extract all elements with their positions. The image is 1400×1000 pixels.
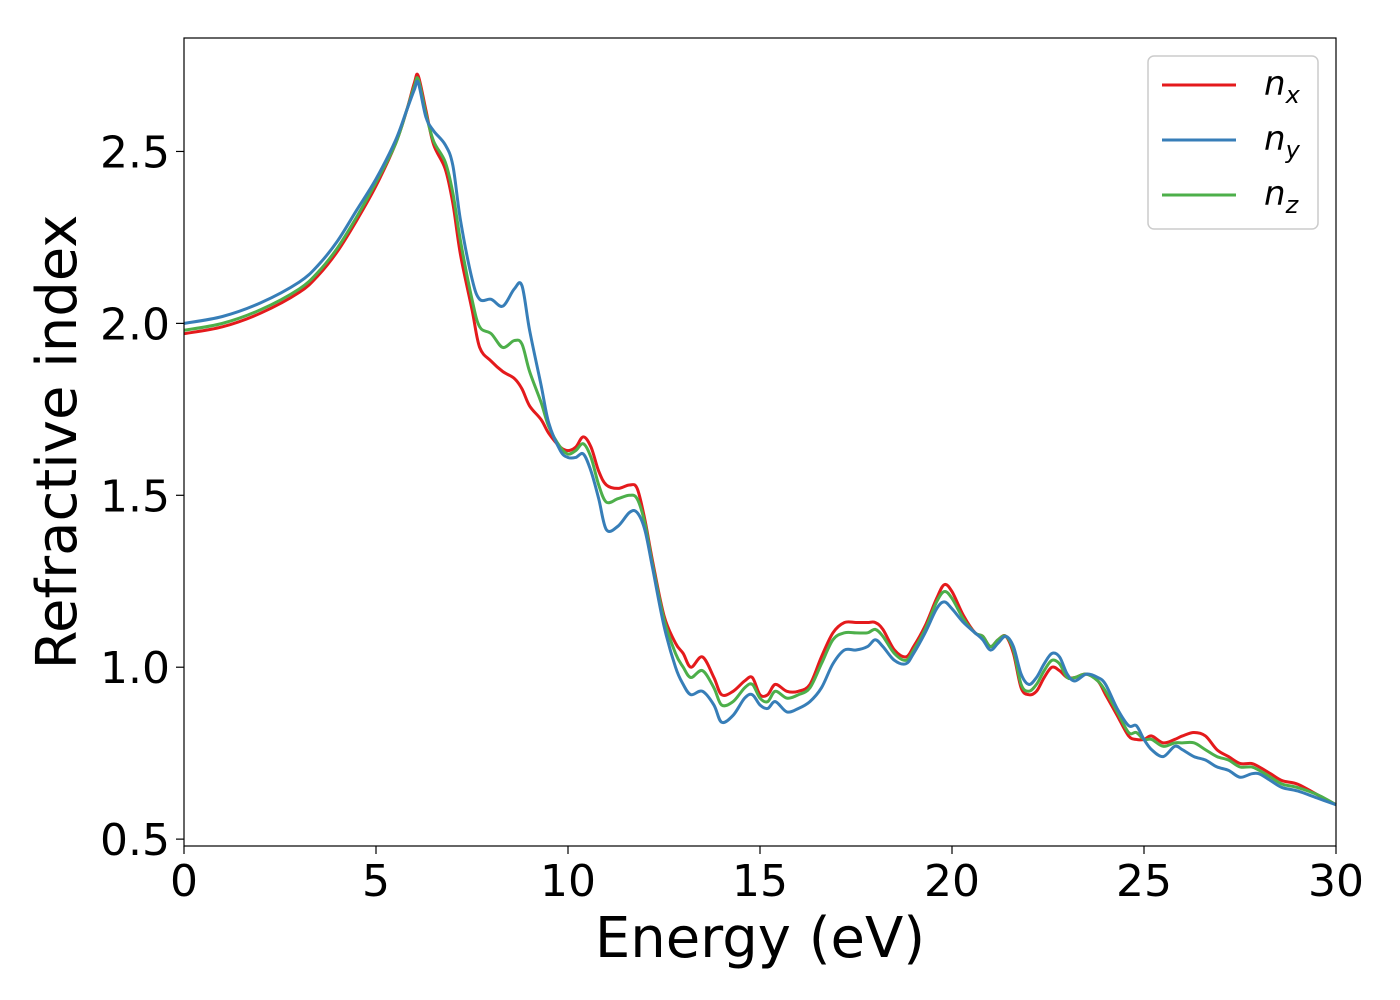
y-tick-label: 1.0 bbox=[100, 643, 170, 694]
legend-label-y: ny bbox=[1264, 119, 1301, 164]
plot-lines bbox=[183, 72, 1337, 807]
series-line-x bbox=[183, 72, 1337, 807]
legend-box bbox=[1147, 55, 1319, 230]
x-tick-label: 25 bbox=[1116, 856, 1172, 907]
series-line-y bbox=[183, 79, 1337, 807]
series-line-z bbox=[183, 76, 1337, 807]
y-axis-ticks: 0.5 1.0 1.5 2.0 2.5 bbox=[100, 127, 184, 866]
y-tick-label: 2.5 bbox=[100, 127, 170, 178]
legend-label-x: nx bbox=[1264, 64, 1301, 109]
x-tick-label: 5 bbox=[362, 856, 390, 907]
x-axis-ticks: 0 5 10 15 20 25 30 bbox=[170, 846, 1364, 907]
y-tick-label: 0.5 bbox=[100, 815, 170, 866]
legend: nx ny nz bbox=[1147, 55, 1319, 230]
y-tick-label: 1.5 bbox=[100, 471, 170, 522]
y-tick-label: 2.0 bbox=[100, 299, 170, 350]
x-tick-label: 20 bbox=[924, 856, 980, 907]
legend-label-z: nz bbox=[1264, 174, 1300, 219]
x-tick-label: 15 bbox=[732, 856, 788, 907]
x-axis-title: Energy (eV) bbox=[595, 906, 925, 971]
y-axis-title: Refractive index bbox=[25, 215, 90, 670]
x-tick-label: 30 bbox=[1308, 856, 1364, 907]
x-tick-label: 10 bbox=[540, 856, 596, 907]
x-tick-label: 0 bbox=[170, 856, 198, 907]
